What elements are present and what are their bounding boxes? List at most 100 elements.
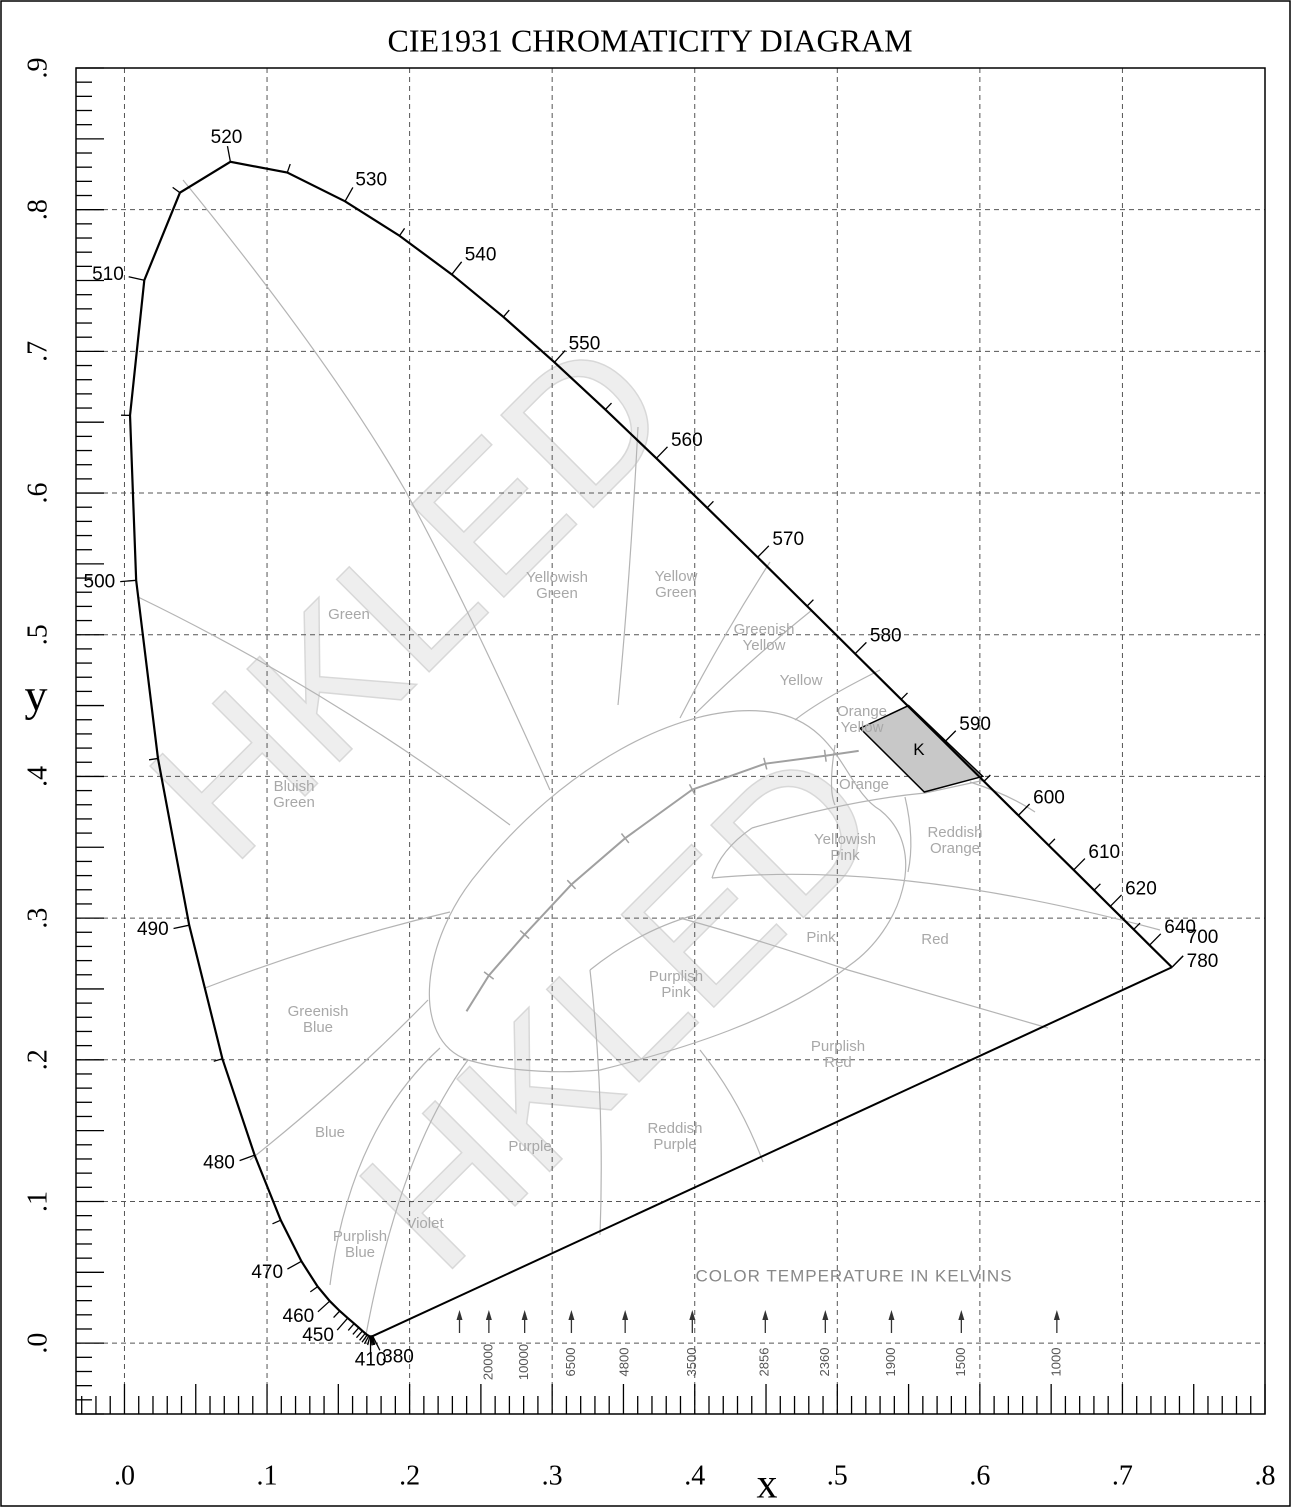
region-label-line: Pink xyxy=(830,847,860,864)
region-label: Blue xyxy=(315,1124,345,1141)
chart-title: CIE1931 CHROMATICITY DIAGRAM xyxy=(387,22,912,58)
cct-arrowhead xyxy=(622,1310,629,1320)
region-boundaries xyxy=(137,179,1161,1341)
region-label: Greenish Yellow xyxy=(734,621,795,654)
wavelength-label: 600 xyxy=(1033,787,1065,808)
locus-tick xyxy=(1109,894,1123,907)
locus-tick xyxy=(757,545,770,558)
region-label-line: Red xyxy=(824,1054,852,1071)
locus-tick xyxy=(367,1336,371,1346)
cct-arrowhead xyxy=(521,1310,528,1320)
locus-tick xyxy=(1048,838,1056,846)
locus-tick xyxy=(655,446,668,459)
locus-tick xyxy=(604,402,612,411)
region-label-line: Orange xyxy=(839,776,889,793)
cct-arrowhead xyxy=(689,1310,696,1320)
locus-tick xyxy=(309,1286,319,1293)
cct-label: 3500 xyxy=(684,1348,699,1377)
y-tick-label: .0 xyxy=(22,1333,53,1354)
region-label-line: Greenish xyxy=(734,621,795,638)
region-boundary xyxy=(329,1047,441,1286)
x-axis-label: x xyxy=(757,1462,778,1508)
region-label-line: Yellow xyxy=(655,568,698,585)
cct-label: 10000 xyxy=(516,1344,531,1380)
region-label-line: Greenish xyxy=(288,1003,349,1020)
region-label: Bluish Green xyxy=(273,778,315,811)
region-label-line: Pink xyxy=(661,984,691,1001)
region-label: Green xyxy=(328,606,370,623)
region-label-line: Yellow xyxy=(780,672,823,689)
locus-tick xyxy=(553,350,566,363)
wavelength-label: 460 xyxy=(283,1306,315,1327)
region-boundary xyxy=(699,1049,764,1163)
region-label-line: Pink xyxy=(806,929,836,946)
region-label-line: Purplish xyxy=(333,1228,387,1245)
region-boundary xyxy=(679,917,1049,1029)
region-label-line: Green xyxy=(328,606,370,623)
region-boundary xyxy=(249,999,429,1161)
region-label-line: Orange xyxy=(837,703,887,720)
cct-arrowhead xyxy=(888,1310,895,1320)
wavelength-label: 500 xyxy=(84,571,116,592)
cct-arrowhead xyxy=(456,1310,463,1320)
region-label-line: Violet xyxy=(406,1215,444,1232)
locus-tick xyxy=(239,1154,255,1162)
region-label-line: Yellow xyxy=(841,719,884,736)
cct-label: 20000 xyxy=(480,1344,495,1380)
wavelength-label: 530 xyxy=(355,169,387,190)
locus-tick xyxy=(1149,933,1162,946)
locus-tick xyxy=(361,1334,368,1343)
wavelength-label: 560 xyxy=(671,430,703,451)
wavelength-label: 700 xyxy=(1187,927,1219,948)
cct-arrowhead xyxy=(762,1310,769,1320)
locus-tick xyxy=(287,1260,302,1270)
wavelength-label: 380 xyxy=(382,1346,414,1367)
x-tick-label: .3 xyxy=(542,1460,563,1491)
locus-tick xyxy=(370,1336,373,1346)
y-tick-label: .1 xyxy=(22,1191,53,1212)
locus-tick xyxy=(854,641,867,655)
wavelength-label: 410 xyxy=(355,1349,387,1370)
k-label: K xyxy=(913,740,925,759)
locus-tick xyxy=(944,730,957,743)
region-boundary xyxy=(679,561,771,719)
locus-tick xyxy=(451,261,463,275)
region-boundary xyxy=(969,781,1036,813)
wavelength-label: 520 xyxy=(211,127,243,148)
region-label: Red xyxy=(921,931,949,948)
wavelength-label: 450 xyxy=(302,1325,334,1346)
cct-title: COLOR TEMPERATURE IN KELVINS xyxy=(695,1266,1012,1285)
region-label-line: Blue xyxy=(345,1244,375,1261)
wavelength-label: 550 xyxy=(569,334,601,355)
locus-tick xyxy=(806,599,814,607)
x-tick-label: .8 xyxy=(1255,1460,1276,1491)
region-boundary xyxy=(711,873,1161,931)
locus-tick xyxy=(359,1332,366,1341)
planckian-tick xyxy=(519,929,530,940)
locus-tick xyxy=(352,1327,360,1335)
y-tick-label: .6 xyxy=(22,483,53,504)
y-axis-label: y xyxy=(25,670,48,721)
region-label: Orange xyxy=(839,776,889,793)
region-boundary xyxy=(364,1059,469,1341)
region-boundary xyxy=(694,609,813,715)
cct-label: 1900 xyxy=(883,1348,898,1377)
y-tick-label: .9 xyxy=(22,58,53,79)
x-tick-label: .6 xyxy=(969,1460,990,1491)
region-label-line: Yellowish xyxy=(814,831,876,848)
region-label: Yellow Green xyxy=(655,568,698,601)
x-tick-label: .4 xyxy=(684,1460,705,1491)
region-boundary xyxy=(904,796,912,873)
region-label: Greenish Blue xyxy=(288,1003,349,1036)
wavelength-label: 480 xyxy=(203,1152,235,1173)
region-label-line: Yellow xyxy=(743,637,786,654)
cct-arrowhead xyxy=(568,1310,575,1320)
region-label-line: Red xyxy=(921,931,949,948)
region-boundary xyxy=(617,426,639,706)
locus-tick xyxy=(272,1219,281,1225)
region-boundary xyxy=(428,710,907,1073)
locus-tick xyxy=(900,692,908,700)
wavelength-label: 780 xyxy=(1187,951,1219,972)
cct-label: 1500 xyxy=(953,1348,968,1377)
